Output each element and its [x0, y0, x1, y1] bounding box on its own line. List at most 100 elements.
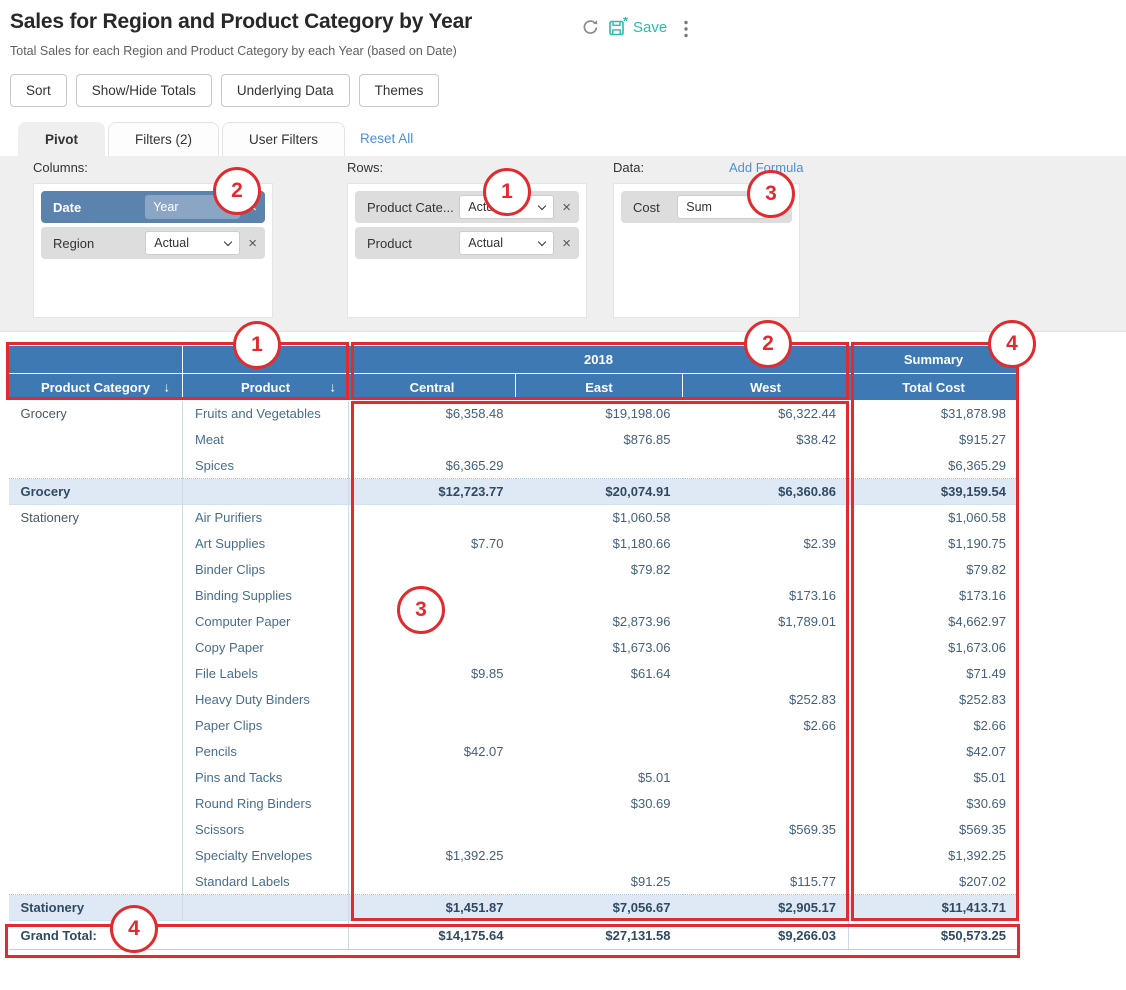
total-cost-value-cell: $1,673.06: [848, 634, 1019, 661]
west-column-header[interactable]: West: [682, 373, 849, 401]
dropdown-value: Sum: [686, 200, 712, 214]
category-cell: [8, 842, 183, 869]
refresh-button[interactable]: [581, 18, 600, 40]
sort-button[interactable]: Sort: [10, 74, 67, 107]
west-value-cell: [683, 453, 849, 479]
date-granularity-dropdown[interactable]: Year: [145, 195, 241, 219]
total-cost-column-header[interactable]: Total Cost: [848, 373, 1019, 401]
product-category-mode-dropdown[interactable]: Actual: [459, 195, 555, 219]
subtotal-row: Stationery $1,451.87 $7,056.67 $2,905.17 $11…: [8, 894, 1019, 921]
remove-field-icon[interactable]: ×: [775, 198, 784, 216]
chevron-down-icon: [750, 201, 760, 210]
save-icon: *: [609, 17, 629, 36]
themes-button[interactable]: Themes: [358, 74, 440, 107]
west-value-cell: $115.77: [789, 873, 836, 889]
tab-filters[interactable]: Filters (2): [108, 122, 220, 156]
subtotal-label-cell: Stationery: [8, 894, 183, 921]
total-cost-value-cell: $1,190.75: [848, 530, 1019, 557]
product-category-column-header[interactable]: Product Category ↓: [8, 373, 183, 401]
category-cell: [8, 582, 183, 609]
total-cost-value-cell: $11,413.71: [848, 894, 1019, 921]
show-hide-totals-button[interactable]: Show/Hide Totals: [75, 74, 212, 107]
category-cell: [8, 452, 183, 479]
product-cell: Paper Clips: [182, 712, 349, 739]
west-value-cell: [683, 661, 849, 687]
table-row: Stationery Air Purifiers $1,060.58 $1,060.5…: [8, 504, 1019, 531]
rows-drop-zone: Product Cate... Actual × Product Actual …: [347, 183, 587, 318]
category-cell: [8, 712, 183, 739]
underlying-data-button[interactable]: Underlying Data: [220, 74, 350, 107]
product-cell: Pins and Tacks: [182, 764, 349, 791]
central-value-cell: [349, 505, 516, 531]
product-cell: Binding Supplies: [182, 582, 349, 609]
central-column-header[interactable]: Central: [348, 373, 516, 401]
cost-aggregate-dropdown[interactable]: Sum: [677, 195, 768, 219]
west-value-cell: $2.66: [803, 718, 836, 733]
remove-field-icon[interactable]: ×: [248, 234, 257, 252]
column-header-label: Product: [240, 379, 291, 395]
tab-user-filters[interactable]: User Filters: [222, 122, 346, 156]
central-value-cell: [349, 869, 516, 895]
columns-drop-zone: Date Year × Region Actual ×: [33, 183, 273, 318]
grandtotal-row: Grand Total: $14,175.64 $27,131.58 $9,266.0…: [8, 920, 1019, 950]
total-cost-value-cell: $6,365.29: [848, 452, 1019, 479]
total-cost-value-cell: $1,392.25: [848, 842, 1019, 869]
east-value-cell: [516, 583, 683, 609]
grandtotal-label-cell: Grand Total:: [8, 920, 349, 950]
pivot-field-date[interactable]: Date Year ×: [41, 191, 265, 223]
total-cost-value-cell: $1,060.58: [848, 504, 1019, 531]
west-value-cell: [683, 635, 849, 661]
table-row: Binder Clips $79.82 $79.82: [8, 556, 1019, 583]
table-row: Spices $6,365.29 $6,365.29: [8, 452, 1019, 479]
table-row: Copy Paper $1,673.06 $1,673.06: [8, 634, 1019, 661]
add-formula-link[interactable]: Add Formula: [729, 160, 804, 175]
west-value-cell: $173.16: [789, 588, 836, 603]
west-value-cell: $38.42: [796, 432, 836, 447]
west-value-cell: $9,266.03: [682, 920, 849, 950]
central-value-cell: $1,392.25: [445, 848, 504, 863]
field-name: Cost: [633, 199, 660, 215]
total-cost-value-cell: $79.82: [848, 556, 1019, 583]
central-value-cell: $42.07: [463, 744, 504, 759]
total-cost-value-cell: $252.83: [848, 686, 1019, 713]
east-value-cell: $20,074.91: [515, 478, 683, 505]
sort-desc-icon[interactable]: ↓: [163, 379, 171, 395]
product-cell: Round Ring Binders: [182, 790, 349, 817]
reset-all-link[interactable]: Reset All: [360, 131, 414, 146]
save-button[interactable]: * Save: [608, 17, 667, 37]
remove-field-icon[interactable]: ×: [562, 198, 571, 216]
total-cost-value-cell: $569.35: [848, 816, 1019, 843]
svg-text:*: *: [623, 17, 629, 29]
table-group-header-row: 2018 Summary: [8, 345, 1019, 374]
table-row: Grocery Fruits and Vegetables $6,358.48 $19…: [8, 400, 1019, 427]
product-column-header[interactable]: Product ↓: [182, 373, 349, 401]
more-options-button[interactable]: [683, 19, 689, 42]
central-value-cell: $6,358.48: [445, 406, 504, 422]
pivot-field-product-category[interactable]: Product Cate... Actual ×: [355, 191, 579, 223]
pivot-field-cost[interactable]: Cost Sum ×: [621, 191, 792, 223]
pivot-field-region[interactable]: Region Actual ×: [41, 227, 265, 259]
region-mode-dropdown[interactable]: Actual: [145, 231, 241, 255]
east-value-cell: [516, 713, 683, 739]
tab-pivot[interactable]: Pivot: [18, 122, 106, 156]
pivot-field-product[interactable]: Product Actual ×: [355, 227, 579, 259]
total-cost-value-cell: $42.07: [848, 738, 1019, 765]
east-column-header[interactable]: East: [515, 373, 683, 401]
remove-field-icon[interactable]: ×: [248, 198, 257, 216]
table-row: Standard Labels $91.25 $115.77 $207.02: [8, 868, 1019, 895]
sort-desc-icon[interactable]: ↓: [329, 379, 337, 395]
product-mode-dropdown[interactable]: Actual: [459, 231, 555, 255]
category-cell: Stationery: [8, 504, 183, 531]
remove-field-icon[interactable]: ×: [562, 234, 571, 252]
product-cell: File Labels: [182, 660, 349, 687]
total-cost-value-cell: $5.01: [848, 764, 1019, 791]
year-group-header[interactable]: 2018: [348, 345, 849, 374]
field-name: Product Cate...: [367, 199, 454, 215]
table-row: Pencils $42.07 $42.07: [8, 738, 1019, 765]
east-value-cell: [516, 687, 683, 713]
field-name: Date: [53, 199, 82, 215]
table-row: File Labels $9.85 $61.64 $71.49: [8, 660, 1019, 687]
central-value-cell: [349, 791, 516, 817]
summary-group-header[interactable]: Summary: [848, 345, 1019, 374]
